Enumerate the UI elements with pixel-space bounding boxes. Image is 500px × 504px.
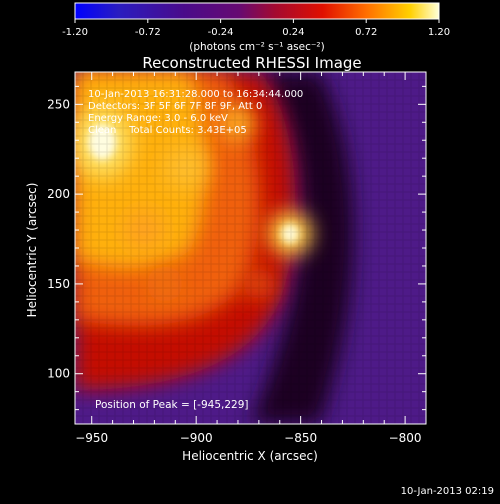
colorbar-tick-label: -1.20	[62, 27, 88, 38]
peak-core	[88, 124, 117, 161]
colorbar: -1.20 -0.72 -0.24 0.24 0.72 1.20 (photons cm⁻…	[62, 2, 450, 53]
emission-blob	[146, 265, 183, 302]
x-tick-label: −850	[284, 431, 317, 445]
heatmap-hot-spots	[75, 104, 313, 302]
colorbar-tick-label: 0.24	[282, 27, 304, 38]
colorbar-tick-label: -0.72	[135, 27, 161, 38]
colorbar-tick-label: -0.24	[208, 27, 234, 38]
x-tick-label: −800	[389, 431, 422, 445]
colorbar-bar	[74, 2, 440, 20]
annotation-algorithm-counts: Clean Total Counts: 3.43E+05	[88, 125, 247, 136]
peak-position-label: Position of Peak = [-945,229]	[95, 399, 249, 411]
emission-blob	[163, 145, 208, 190]
emission-blob	[219, 104, 256, 141]
y-tick-label: 200	[47, 187, 70, 201]
y-tick-label: 150	[47, 277, 70, 291]
annotations: 10-Jan-2013 16:31:28.000 to 16:34:44.000…	[88, 89, 303, 411]
timestamp: 10-Jan-2013 02:19	[401, 486, 494, 497]
y-axis-label: Heliocentric Y (arcsec)	[25, 183, 39, 318]
emission-blob	[242, 267, 275, 300]
emission-blob	[123, 210, 164, 251]
heatmap-image	[75, 72, 426, 424]
heatmap-pixel-texture	[75, 72, 426, 424]
x-axis: −950 −900 −850 −800	[75, 72, 427, 445]
colorbar-tick-label: 1.20	[428, 27, 450, 38]
x-tick-label: −950	[75, 431, 108, 445]
annotation-detectors: Detectors: 3F 5F 6F 7F 8F 9F, Att 0	[88, 101, 262, 112]
annotation-energy-range: Energy Range: 3.0 - 6.0 keV	[88, 113, 228, 124]
colorbar-ticks: -1.20 -0.72 -0.24 0.24 0.72 1.20	[62, 19, 450, 38]
y-axis: 100 150 200 250	[47, 85, 426, 411]
colorbar-tick-label: 0.72	[355, 27, 377, 38]
y-tick-label: 250	[47, 97, 70, 111]
annotation-time-range: 10-Jan-2013 16:31:28.000 to 16:34:44.000	[88, 89, 303, 100]
y-tick-label: 100	[47, 367, 70, 381]
x-tick-label: −900	[180, 431, 213, 445]
x-axis-label: Heliocentric X (arcsec)	[182, 449, 318, 463]
chart-title: Reconstructed RHESSI Image	[142, 54, 361, 72]
colorbar-unit-label: (photons cm⁻² s⁻¹ asec⁻²)	[189, 41, 324, 53]
secondary-peak-core	[281, 223, 300, 244]
